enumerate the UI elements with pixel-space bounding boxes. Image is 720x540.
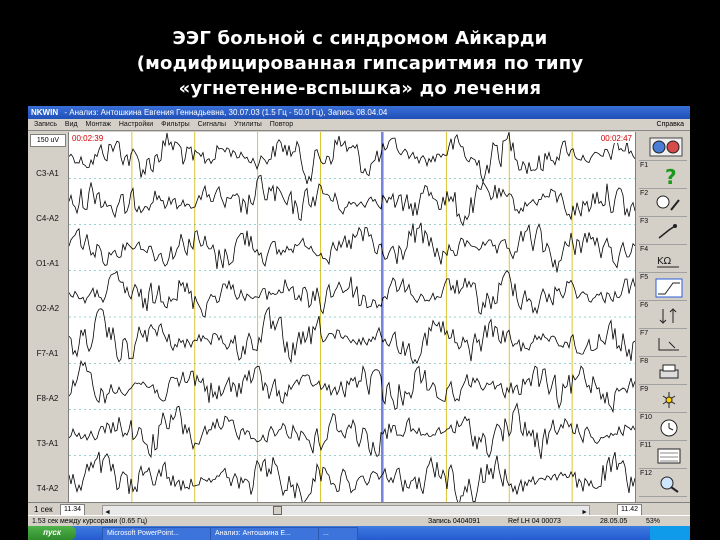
fkey-f8-button[interactable]: F8 [639, 358, 687, 385]
photic-icon [662, 392, 676, 408]
status-cursor-interval: 1.53 сек между курсорами (0.65 Гц) [32, 518, 148, 525]
slide-title: ЭЭГ больной с синдромом Айкарди (модифиц… [0, 26, 720, 101]
channel-label-c3-a1[interactable]: C3-A1 [36, 169, 59, 178]
task-powerpoint[interactable]: Microsoft PowerPoint... [102, 527, 212, 540]
fkey-f1-button[interactable]: F1 ? [639, 162, 687, 189]
probe-icon [658, 224, 677, 239]
scroll-left-arrow-icon[interactable]: ◄ [104, 509, 111, 516]
nkwin-window: NKWIN - Анализ: Антошкина Евгения Геннад… [28, 106, 690, 540]
kiloohm-icon: KΩ [657, 256, 679, 268]
fkey-label: F8 [640, 358, 649, 365]
channel-label-c4-a2[interactable]: C4-A2 [36, 214, 59, 223]
function-key-panel: F1 ? F2 F3 F4 KΩ F5 F6 F7 F8 [635, 132, 690, 502]
channel-label-f8-a2[interactable]: F8-A2 [36, 394, 59, 403]
clock-icon [660, 419, 678, 437]
scroll-start-value[interactable]: 11.34 [60, 504, 85, 516]
start-time: 00:02:39 [72, 134, 104, 143]
fkey-f6-button[interactable]: F6 [639, 302, 687, 329]
fkey-f9-button[interactable]: F9 [639, 386, 687, 413]
status-record: Запись 0404091 [428, 518, 481, 525]
eeg-trace-o1-a1 [69, 222, 635, 273]
cursor-icon [658, 338, 679, 351]
help-icon: ? [665, 166, 677, 186]
svg-text:?: ? [665, 166, 677, 186]
menu-item-filters[interactable]: Фильтры [161, 121, 190, 128]
task-nkwin-analysis[interactable]: Анализ: Антошкина Е... [210, 527, 320, 540]
channel-label-o2-a2[interactable]: O2-A2 [35, 304, 60, 313]
menu-item-utilities[interactable]: Утилиты [234, 121, 262, 128]
eeg-trace-t4-a2 [69, 451, 635, 502]
title-line-3: «угнетение-вспышка» до лечения [178, 78, 542, 99]
fkey-label: F6 [640, 302, 649, 309]
channel-panel: 150 uV C3-A1 C4-A2 O1-A1 O2-A2 F7-A1 F8-… [28, 132, 69, 502]
menu-item-signals[interactable]: Сигналы [197, 121, 227, 128]
scroll-thumb[interactable] [273, 506, 282, 515]
menu-item-view[interactable]: Вид [64, 121, 78, 128]
fkey-f3-button[interactable]: F3 [639, 218, 687, 245]
status-percent: 53% [646, 518, 661, 525]
app-name: NKWIN [31, 108, 59, 117]
system-tray [650, 526, 690, 540]
channel-label-o1-a1[interactable]: O1-A1 [35, 259, 60, 268]
svg-text:KΩ: KΩ [657, 256, 672, 267]
fkey-label: F7 [640, 330, 649, 337]
menu-item-settings[interactable]: Настройки [118, 121, 154, 128]
menu-item-help[interactable]: Справка [656, 121, 684, 128]
menu-item-montage[interactable]: Монтаж [85, 121, 111, 128]
fkey-f10-button[interactable]: F10 [639, 414, 687, 441]
fkey-label: F12 [640, 470, 653, 477]
status-ref: Ref LH 04 00073 [508, 518, 561, 525]
channel-label-f7-a1[interactable]: F7-A1 [36, 349, 59, 358]
fkey-label: F1 [640, 162, 649, 169]
page-duration[interactable]: 1 сек [34, 505, 53, 514]
eeg-trace-f7-a1 [69, 306, 635, 365]
brain-map-icon [649, 137, 683, 157]
print-icon [659, 364, 679, 379]
window-titlebar: NKWIN - Анализ: Антошкина Евгения Геннад… [28, 106, 690, 119]
fkey-f12-button[interactable]: F12 [639, 470, 687, 497]
time-scroll-row: 1 сек 11.34 ◄ ► 11.42 [28, 502, 690, 516]
wave-icon [655, 278, 683, 298]
task-other[interactable]: ... [318, 527, 358, 540]
eeg-trace-c3-a1 [69, 132, 635, 185]
fkey-label: F5 [640, 274, 649, 281]
menu-item-record[interactable]: Запись [34, 121, 57, 128]
fkey-f4-button[interactable]: F4 KΩ [639, 246, 687, 273]
eeg-trace-c4-a2 [69, 174, 635, 227]
fkey-label: F10 [640, 414, 653, 421]
fkey-label: F9 [640, 386, 649, 393]
patient-icon [656, 195, 680, 211]
title-line-1: ЭЭГ больной с синдромом Айкарди [172, 28, 548, 49]
zoom-icon [660, 476, 679, 493]
channel-label-t4-a2[interactable]: T4-A2 [36, 484, 59, 493]
eeg-trace-f8-a2 [69, 359, 635, 414]
start-button[interactable]: пуск [28, 526, 76, 540]
fkey-label: F11 [640, 442, 652, 449]
title-line-2: (модифицированная гипсаритмия по типу [136, 53, 584, 74]
status-date: 28.05.05 [600, 518, 628, 525]
end-time: 00:02:47 [600, 134, 632, 143]
fkey-f5-button[interactable]: F5 [639, 274, 687, 301]
fkey-f11-button[interactable]: F11 [639, 442, 687, 469]
fkey-label: F2 [640, 190, 649, 197]
scroll-right-arrow-icon[interactable]: ► [581, 509, 588, 516]
channel-label-t3-a1[interactable]: T3-A1 [36, 439, 59, 448]
arrows-icon [659, 308, 677, 324]
status-bar: 1.53 сек между курсорами (0.65 Гц) Запис… [28, 515, 690, 527]
fkey-label: F4 [640, 246, 649, 253]
fkey-f2-button[interactable]: F2 [639, 190, 687, 217]
window-title: - Анализ: Антошкина Евгения Геннадьевна,… [64, 108, 388, 117]
amplitude-scale[interactable]: 150 uV [30, 134, 66, 147]
menu-bar: Запись Вид Монтаж Настройки Фильтры Сигн… [28, 119, 690, 131]
menu-item-replay[interactable]: Повтор [269, 121, 294, 128]
fkey-f7-button[interactable]: F7 [639, 330, 687, 357]
eeg-plot[interactable]: 00:02:39 00:02:47 [69, 132, 635, 502]
montage-icon [657, 448, 681, 464]
eeg-traces [69, 132, 635, 502]
taskbar: пуск Microsoft PowerPoint... Анализ: Ант… [28, 526, 690, 540]
eeg-trace-o2-a2 [69, 269, 635, 318]
eeg-trace-t3-a1 [69, 402, 635, 459]
eeg-map-button[interactable] [639, 134, 687, 161]
fkey-label: F3 [640, 218, 649, 225]
